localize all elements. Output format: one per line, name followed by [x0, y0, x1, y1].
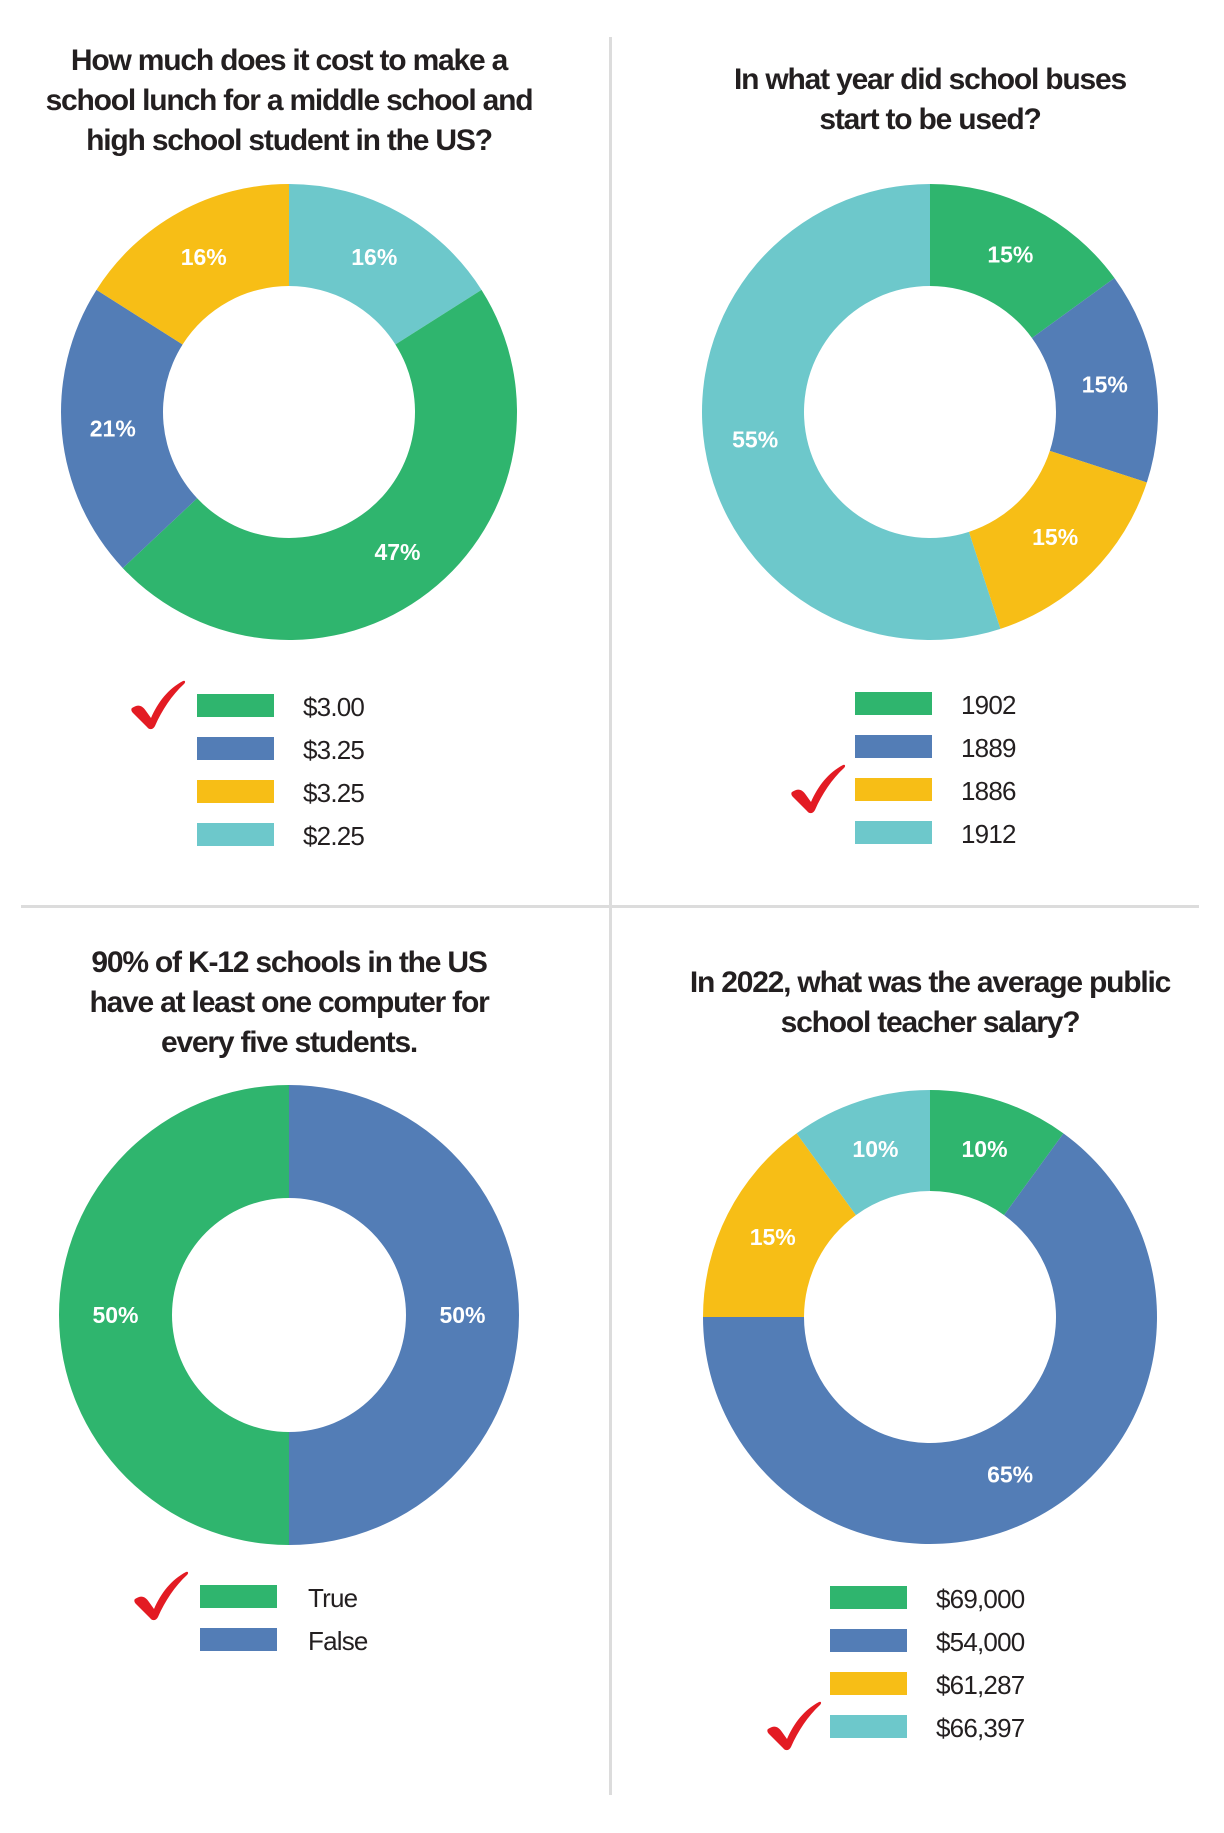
legend-label: $69,000: [936, 1584, 1025, 1614]
legend-label: 1902: [961, 690, 1016, 720]
chart-title-line: 90% of K-12 schools in the US: [91, 946, 487, 979]
legend-swatch-green: [200, 1585, 277, 1608]
chart-title: How much does it cost to make a school lu…: [0, 41, 589, 161]
legend-swatch-green: [197, 694, 274, 717]
donut-slice-cyan: [796, 1090, 930, 1216]
legend-swatch-blue: [200, 1628, 277, 1651]
legend-swatch-yellow: [197, 780, 274, 803]
horizontal-divider: [21, 905, 1199, 908]
legend-swatch-cyan: [830, 1715, 907, 1738]
donut-slice-yellow: [96, 184, 290, 345]
chart-title: In what year did school buses start to be…: [630, 60, 1224, 140]
chart-title-line: have at least one computer for: [89, 986, 489, 1019]
slice-label: 10%: [852, 1136, 898, 1162]
legend-swatch-blue: [197, 737, 274, 760]
legend-label: $2.25: [303, 821, 365, 851]
donut-slice-cyan: [289, 184, 482, 345]
checkmark-icon: [767, 1701, 822, 1751]
legend-swatch-blue: [830, 1629, 907, 1652]
legend-label: True: [308, 1583, 358, 1613]
legend-label: 1886: [961, 776, 1016, 806]
chart-title-line: high school student in the US?: [86, 124, 493, 157]
legend-swatch-yellow: [855, 778, 932, 801]
chart-title-line: How much does it cost to make a: [70, 44, 508, 77]
slice-label: 21%: [90, 416, 136, 442]
legend-label: 1889: [961, 733, 1016, 763]
vertical-divider: [609, 37, 612, 1795]
legend-swatch-cyan: [855, 821, 932, 844]
legend-label: $3.00: [303, 692, 365, 722]
legend-label: $3.25: [303, 735, 365, 765]
donut-slice-cyan: [701, 184, 1001, 641]
slice-label: 50%: [439, 1302, 485, 1328]
chart-title-line: school teacher salary?: [780, 1006, 1081, 1039]
donut-slice-green: [122, 289, 517, 640]
slice-label: 16%: [351, 244, 397, 270]
legend-swatch-cyan: [197, 823, 274, 846]
donut-slice-green: [930, 184, 1115, 338]
slice-label: 15%: [1082, 371, 1128, 397]
donut-slice-blue: [61, 289, 198, 569]
donut-slice-green: [59, 1085, 289, 1545]
donut-slice-blue: [289, 1085, 519, 1545]
slice-label: 15%: [750, 1224, 796, 1250]
chart-title: In 2022, what was the average public scho…: [630, 963, 1224, 1043]
donut-slice-green: [930, 1090, 1064, 1216]
legend-swatch-green: [830, 1586, 907, 1609]
chart-title-line: school lunch for a middle school and: [45, 84, 534, 117]
slice-label: 65%: [987, 1461, 1033, 1487]
legend-label: $66,397: [936, 1713, 1025, 1743]
legend-label: $3.25: [303, 778, 365, 808]
slice-label: 47%: [374, 539, 420, 565]
donut-slice-yellow: [968, 450, 1147, 629]
slice-label: 10%: [962, 1136, 1008, 1162]
donut-slice-yellow: [703, 1133, 856, 1317]
legend-label: $54,000: [936, 1627, 1025, 1657]
legend-swatch-blue: [855, 735, 932, 758]
legend-label: False: [308, 1626, 368, 1656]
chart-title-line: start to be used?: [819, 103, 1042, 136]
legend-label: $61,287: [936, 1670, 1025, 1700]
slice-label: 55%: [732, 427, 778, 453]
chart-title-line: In what year did school buses: [734, 63, 1127, 96]
checkmark-icon: [134, 1571, 189, 1621]
chart-title-line: In 2022, what was the average public: [689, 966, 1172, 999]
checkmark-icon: [791, 764, 846, 814]
slice-label: 50%: [92, 1302, 138, 1328]
donut-slice-blue: [1031, 277, 1158, 483]
legend-swatch-green: [855, 692, 932, 715]
slice-label: 15%: [987, 241, 1033, 267]
donut-slice-blue: [703, 1133, 1157, 1544]
slice-label: 16%: [181, 244, 227, 270]
slice-label: 15%: [1032, 524, 1078, 550]
chart-title: 90% of K-12 schools in the US have at lea…: [0, 943, 589, 1063]
legend-swatch-yellow: [830, 1672, 907, 1695]
legend-label: 1912: [961, 819, 1016, 849]
checkmark-icon: [131, 680, 186, 730]
chart-title-line: every five students.: [160, 1026, 418, 1059]
